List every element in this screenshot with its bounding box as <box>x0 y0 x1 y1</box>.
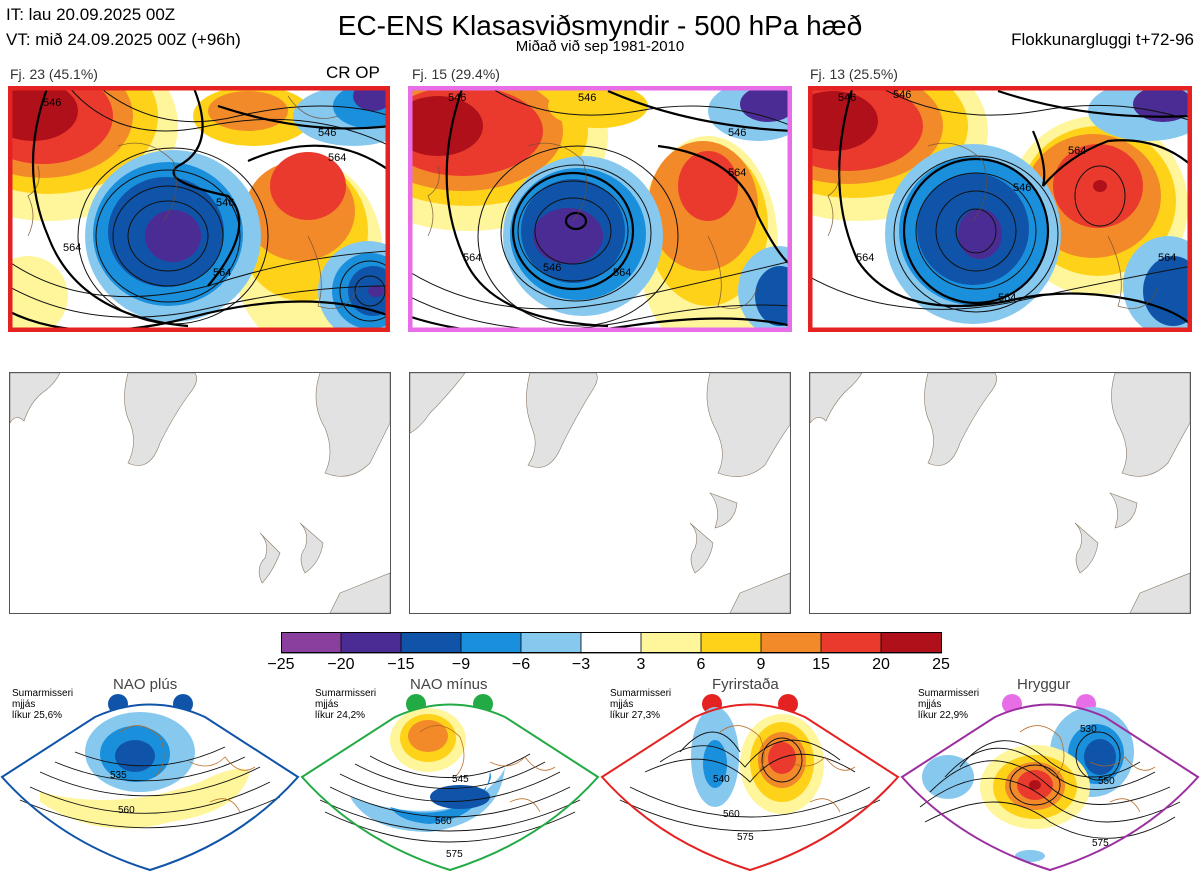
cluster-3-contour-label: 564 <box>1158 252 1176 264</box>
cluster-3-frame <box>808 86 1192 332</box>
colorbar-cell <box>640 631 702 654</box>
cluster-1-label: Fj. 23 (45.1%) <box>10 66 98 82</box>
colorbar-tick-label: 25 <box>932 656 950 673</box>
regime-2-frame <box>300 703 600 872</box>
cluster-2-contour-label: 546 <box>728 127 746 139</box>
cluster-1-contour-label: 564 <box>328 152 346 164</box>
regime-2-contour-label: 545 <box>452 774 469 785</box>
colorbar-cell <box>580 631 642 654</box>
cluster-2-contour-label: 546 <box>543 262 561 274</box>
regime-3-contour-label: 540 <box>713 774 730 785</box>
regime-3-contour-label: 560 <box>723 809 740 820</box>
regime-4-prob: líkur 22,9% <box>918 710 969 721</box>
regime-2-season: Sumarmisseri <box>315 688 377 699</box>
colorbar-cell <box>820 631 882 654</box>
cluster-2-map: 546 564 546 546 564 564 546 <box>408 86 792 332</box>
cluster-2-contour-label: 564 <box>463 252 481 264</box>
regime-4-contour-label: 575 <box>1092 838 1109 849</box>
regime-3-contour-label: 575 <box>737 832 754 843</box>
regime-4-contour-label: 530 <box>1080 724 1097 735</box>
regime-2-contour-label: 575 <box>446 849 463 860</box>
cluster-1-contour-label: 564 <box>213 267 231 279</box>
cluster-3-contour-label: 564 <box>1068 145 1086 157</box>
colorbar-tick-label: −15 <box>387 656 415 673</box>
regime-1-contour-label: 560 <box>118 805 135 816</box>
regime-4-title: Hryggur <box>1017 676 1071 693</box>
classification-window: Flokkunargluggi t+72-96 <box>1011 30 1194 49</box>
regime-fyrirstada: Sumarmisseri mjjás líkur 27,3% Fyrirstað… <box>600 672 900 872</box>
colorbar-tick-label: −20 <box>327 656 355 673</box>
cluster-2-contour-label: 564 <box>613 267 631 279</box>
colorbar-cell <box>760 631 822 654</box>
cluster-1-contour-label: 546 <box>43 97 61 109</box>
regime-3-season: Sumarmisseri <box>610 688 672 699</box>
blank-map-3 <box>809 372 1191 614</box>
cluster-3-contour-label: 546 <box>893 89 911 101</box>
regime-2-contour-label: 560 <box>435 816 452 827</box>
cluster-1-map: 546 564 546 564 564 546 <box>8 86 390 332</box>
cluster-1-contour-label: 564 <box>63 242 81 254</box>
regime-1-season: Sumarmisseri <box>12 688 74 699</box>
cluster-2-contour-label: 546 <box>448 92 466 104</box>
cluster-1-tag: CR OP <box>326 63 380 82</box>
regime-1-title: NAO plús <box>113 676 178 693</box>
regime-3-frame <box>600 703 900 872</box>
page-title: EC-ENS Klasasviðsmyndir - 500 hPa hæð <box>337 10 863 41</box>
regime-2-word: mjjás <box>315 699 339 710</box>
regime-3-word: mjjás <box>610 699 634 710</box>
cluster-2-contour-label: 546 <box>578 92 596 104</box>
colorbar-cell <box>400 631 462 654</box>
colorbar-cell <box>280 631 342 654</box>
cluster-2-label: Fj. 15 (29.4%) <box>412 66 500 82</box>
colorbar-cell <box>460 631 522 654</box>
cluster-2-frame <box>408 86 792 332</box>
cluster-3-map: 546 546 564 546 564 564 564 <box>808 86 1192 332</box>
cluster-3-contour-label: 546 <box>838 92 856 104</box>
regime-1-frame <box>0 703 300 872</box>
colorbar-cell <box>700 631 762 654</box>
regime-3-prob: líkur 27,3% <box>610 710 661 721</box>
regime-nao-plus: Sumarmisseri mjjás líkur 25,6% NAO plús … <box>0 672 300 872</box>
regime-4-season: Sumarmisseri <box>918 688 980 699</box>
cluster-3-contour-label: 564 <box>998 292 1016 304</box>
regime-4-frame <box>900 703 1200 872</box>
init-time: IT: lau 20.09.2025 00Z <box>6 5 176 24</box>
colorbar-tick-label: −9 <box>451 656 471 673</box>
page-subtitle: Miðað við sep 1981-2010 <box>515 38 685 55</box>
colorbar <box>280 631 943 659</box>
regime-1-word: mjjás <box>12 699 36 710</box>
regime-4-contour-label: 550 <box>1098 776 1115 787</box>
colorbar-tick-label: −25 <box>267 656 295 673</box>
regime-1-contour-label: 535 <box>110 770 127 781</box>
cluster-1-contour-label: 546 <box>318 127 336 139</box>
cluster-1-contour-label: 546 <box>216 197 234 209</box>
colorbar-tick-label: −3 <box>571 656 591 673</box>
cluster-3-contour-label: 564 <box>856 252 874 264</box>
cluster-1-frame <box>8 86 390 332</box>
colorbar-cell <box>520 631 582 654</box>
blank-map-2 <box>409 372 791 614</box>
colorbar-tick-label: −6 <box>511 656 531 673</box>
valid-time: VT: mið 24.09.2025 00Z (+96h) <box>6 30 241 49</box>
regime-2-prob: líkur 24,2% <box>315 710 366 721</box>
regime-4-word: mjjás <box>918 699 942 710</box>
blank-map-1 <box>9 372 391 614</box>
regime-2-title: NAO mínus <box>410 676 488 693</box>
cluster-2-contour-label: 564 <box>728 167 746 179</box>
regime-nao-minus: Sumarmisseri mjjás líkur 24,2% NAO mínus… <box>300 672 600 872</box>
cluster-3-label: Fj. 13 (25.5%) <box>810 66 898 82</box>
colorbar-tick-label: 15 <box>812 656 830 673</box>
colorbar-cell <box>880 631 942 654</box>
colorbar-tick-label: 3 <box>636 656 646 673</box>
cluster-3-contour-label: 546 <box>1013 182 1031 194</box>
colorbar-tick-label: 20 <box>872 656 890 673</box>
colorbar-tick-label: 9 <box>756 656 766 673</box>
regime-1-prob: líkur 25,6% <box>12 710 63 721</box>
regime-hryggur: Sumarmisseri mjjás líkur 22,9% Hryggur <box>900 672 1200 872</box>
regime-3-title: Fyrirstaða <box>712 676 779 693</box>
colorbar-tick-label: 6 <box>696 656 706 673</box>
colorbar-cell <box>340 631 402 654</box>
